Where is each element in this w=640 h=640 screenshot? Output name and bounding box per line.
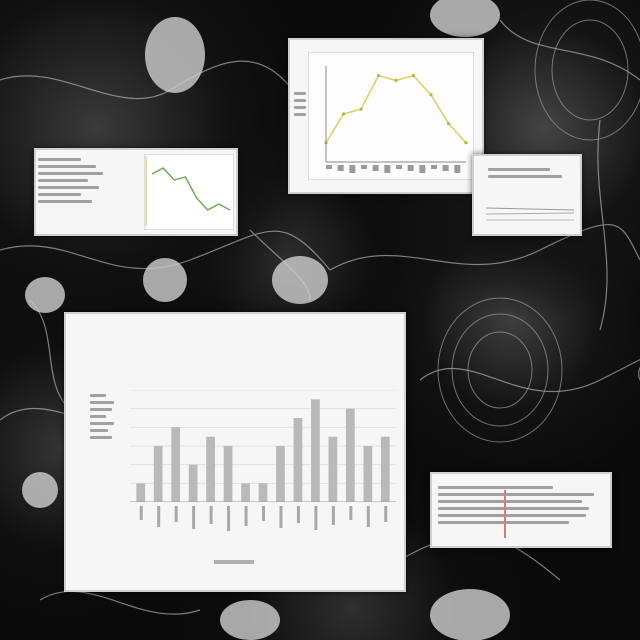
marker-line-red: [504, 490, 506, 538]
x-tick-label: [331, 506, 335, 525]
line-chart-small-left: [144, 154, 234, 230]
x-tick-label: [296, 506, 300, 523]
data-point: [394, 78, 398, 82]
x-tick-label: [361, 165, 367, 169]
x-tick-label: [209, 506, 213, 524]
data-point: [411, 74, 416, 78]
mini-panel-bottom-right: [430, 472, 612, 548]
bar: [380, 436, 390, 502]
data-point: [429, 93, 433, 97]
bar: [136, 483, 146, 502]
bar: [328, 436, 338, 502]
line-chart-top: [308, 52, 474, 180]
x-tick-label: [372, 165, 379, 171]
x-tick-label: [349, 165, 356, 173]
x-tick-label: [326, 165, 332, 169]
data-point: [341, 112, 346, 116]
x-tick-label: [227, 506, 231, 531]
x-tick-label: [337, 165, 344, 171]
x-tick-label: [314, 506, 318, 530]
mini-panel-right: [472, 154, 582, 236]
x-tick-label: [442, 165, 449, 171]
bar: [345, 408, 355, 502]
x-tick-label: [174, 506, 178, 522]
mini-panel-right-plot: [486, 207, 574, 221]
mini-chart-panel-left: [34, 148, 238, 236]
y-axis-tick-labels: [294, 88, 306, 120]
x-tick-label: [384, 506, 388, 522]
data-point: [376, 74, 381, 78]
bar: [258, 483, 268, 502]
x-tick-label: [407, 165, 414, 171]
x-tick-label: [279, 506, 283, 528]
mini-panel-bottom-right-text: [438, 482, 602, 528]
data-point: [464, 141, 468, 145]
x-tick-label: [431, 165, 437, 169]
x-tick-label: [192, 506, 196, 529]
legend-text-block: [38, 154, 110, 207]
bar: [223, 446, 233, 502]
bar: [241, 483, 250, 502]
bar: [363, 446, 373, 502]
y-axis-label-block: [90, 390, 130, 443]
x-tick-label: [244, 506, 248, 526]
bar: [276, 446, 285, 502]
x-tick-label: [139, 506, 143, 520]
bar: [311, 399, 320, 502]
line-chart-panel-top: [288, 38, 484, 194]
x-tick-label: [262, 506, 265, 521]
data-point: [446, 122, 451, 126]
series-line: [151, 167, 231, 211]
x-tick-label: [157, 506, 161, 527]
x-tick-label: [349, 506, 353, 520]
bar: [153, 446, 163, 502]
data-point: [359, 107, 363, 111]
bar: [206, 436, 215, 502]
x-tick-label: [396, 165, 402, 169]
bar: [293, 418, 303, 502]
bar: [188, 464, 198, 502]
x-tick-label: [366, 506, 370, 527]
x-tick-label: [454, 165, 461, 173]
x-tick-label: [384, 165, 391, 173]
mini-panel-right-text: [488, 164, 566, 182]
x-tick-label: [419, 165, 426, 173]
bar: [171, 427, 181, 502]
bar-chart-main: [130, 390, 396, 502]
bar-chart-panel-main: [64, 312, 406, 592]
x-axis-tick-labels: [139, 506, 388, 531]
x-axis-label: [214, 560, 254, 564]
